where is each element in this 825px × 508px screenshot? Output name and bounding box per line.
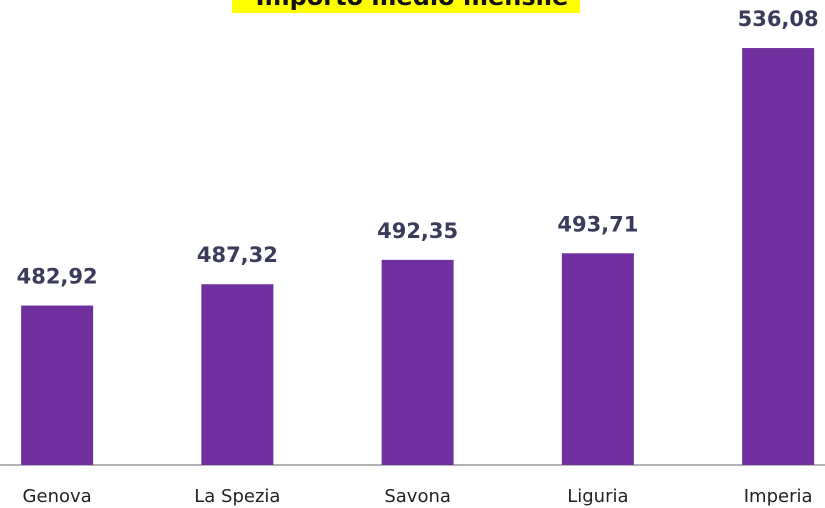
data-label: 492,35 [377,219,458,243]
x-tick-label: Genova [23,486,92,507]
bar [21,305,94,465]
data-label: 487,32 [197,243,278,267]
title-highlight [232,0,580,13]
data-label: 493,71 [557,212,638,236]
x-tick-label: Savona [384,486,451,507]
data-label: 482,92 [17,265,98,289]
bar [742,48,815,466]
bar [381,259,454,465]
x-tick-label: La Spezia [194,486,280,507]
x-tick-label: Imperia [744,486,813,507]
chart-title: Importo medio mensile [256,0,569,11]
x-tick-label: Liguria [567,486,628,507]
data-label: 536,08 [738,7,819,31]
bar [201,284,274,465]
bar [561,253,634,465]
